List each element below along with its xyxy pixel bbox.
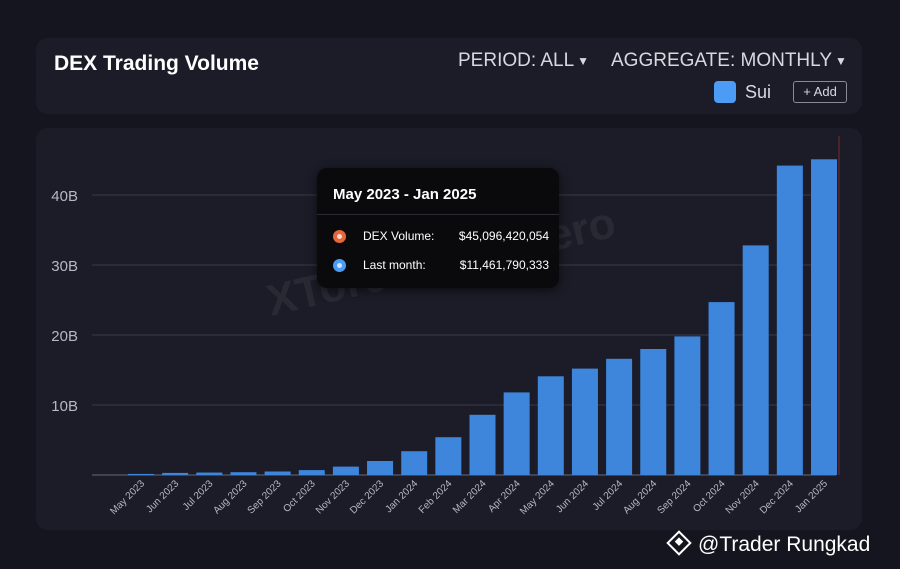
x-tick-label: Dec 2024 [758, 478, 796, 516]
bar[interactable] [708, 302, 735, 475]
x-tick-label: Jun 2024 [554, 478, 591, 515]
bar[interactable] [469, 414, 496, 475]
bar[interactable] [537, 376, 564, 475]
y-tick-label: 10B [51, 398, 78, 415]
bar[interactable] [230, 472, 257, 475]
aggregate-dropdown[interactable]: AGGREGATE: MONTHLY ▼ [611, 50, 847, 72]
bar[interactable] [298, 470, 325, 475]
bar[interactable] [640, 349, 667, 475]
x-tick-label: May 2023 [108, 478, 147, 517]
caret-down-icon: ▼ [835, 53, 847, 68]
bar[interactable] [674, 336, 701, 475]
x-tick-label: Jun 2023 [144, 478, 181, 515]
legend-label: Sui [745, 82, 772, 102]
caret-down-icon: ▼ [577, 53, 590, 68]
bar[interactable] [162, 472, 189, 475]
tooltip-value: $11,461,790,333 [459, 258, 549, 272]
tooltip-value: $45,096,420,054 [458, 229, 549, 243]
period-dropdown[interactable]: PERIOD: ALL ▼ [458, 50, 589, 72]
bar[interactable] [742, 245, 769, 475]
x-tick-label: Sep 2024 [655, 478, 693, 516]
x-tick-label: Aug 2023 [212, 478, 250, 516]
header-card: DEX Trading Volume PERIOD: ALL ▼ AGGREGAT… [36, 38, 862, 114]
x-tick-label: Jul 2024 [591, 478, 626, 513]
x-tick-label: Aug 2024 [621, 478, 659, 516]
bar[interactable] [811, 159, 837, 476]
tooltip-divider [317, 214, 559, 215]
x-tick-label: Mar 2024 [451, 478, 489, 516]
page-title: DEX Trading Volume [54, 52, 259, 75]
bar[interactable] [264, 471, 291, 476]
y-tick-label: 30B [51, 258, 78, 275]
tooltip-row-volume: DEX Volume: $45,096,420,054 [333, 228, 549, 246]
tooltip-title: May 2023 - Jan 2025 [333, 186, 477, 203]
bar[interactable] [606, 358, 633, 475]
bar[interactable] [571, 368, 598, 475]
x-tick-label: Nov 2023 [314, 478, 352, 516]
aggregate-label: AGGREGATE: MONTHLY [611, 50, 832, 71]
x-tick-label: Oct 2024 [691, 478, 728, 515]
bar[interactable] [503, 392, 530, 475]
x-tick-label: Dec 2023 [348, 478, 386, 516]
bar[interactable] [128, 473, 154, 475]
x-tick-label: Jan 2024 [383, 478, 420, 515]
tooltip-label: Last month: [363, 258, 426, 272]
period-label: PERIOD: ALL [458, 50, 575, 71]
bar[interactable] [332, 466, 359, 475]
x-tick-label: May 2024 [518, 478, 557, 517]
x-tick-label: Feb 2024 [417, 478, 455, 516]
credit-watermark: @Trader Rungkad [666, 530, 871, 559]
tooltip-label: DEX Volume: [363, 229, 435, 243]
bar[interactable] [776, 165, 803, 475]
series-dot-icon [333, 259, 346, 272]
bar[interactable] [196, 472, 223, 475]
x-tick-label: Nov 2024 [724, 478, 762, 516]
bar[interactable] [367, 461, 394, 475]
chart-tooltip: May 2023 - Jan 2025 DEX Volume: $45,096,… [317, 168, 559, 288]
bar[interactable] [435, 437, 462, 475]
tooltip-row-last-month: Last month: $11,461,790,333 [333, 257, 549, 275]
y-tick-label: 20B [51, 328, 78, 345]
bar[interactable] [401, 451, 428, 475]
x-tick-label: Oct 2023 [281, 478, 318, 515]
x-tick-label: Jul 2023 [181, 478, 216, 513]
add-button[interactable]: + Add [793, 81, 847, 103]
credit-text: @Trader Rungkad [698, 533, 871, 556]
diamond-logo-icon [666, 530, 692, 557]
series-dot-icon [333, 230, 346, 243]
legend-swatch[interactable] [714, 81, 736, 103]
y-tick-label: 40B [51, 188, 78, 205]
x-tick-label: Jan 2025 [793, 478, 830, 515]
x-tick-label: Sep 2023 [246, 478, 284, 516]
